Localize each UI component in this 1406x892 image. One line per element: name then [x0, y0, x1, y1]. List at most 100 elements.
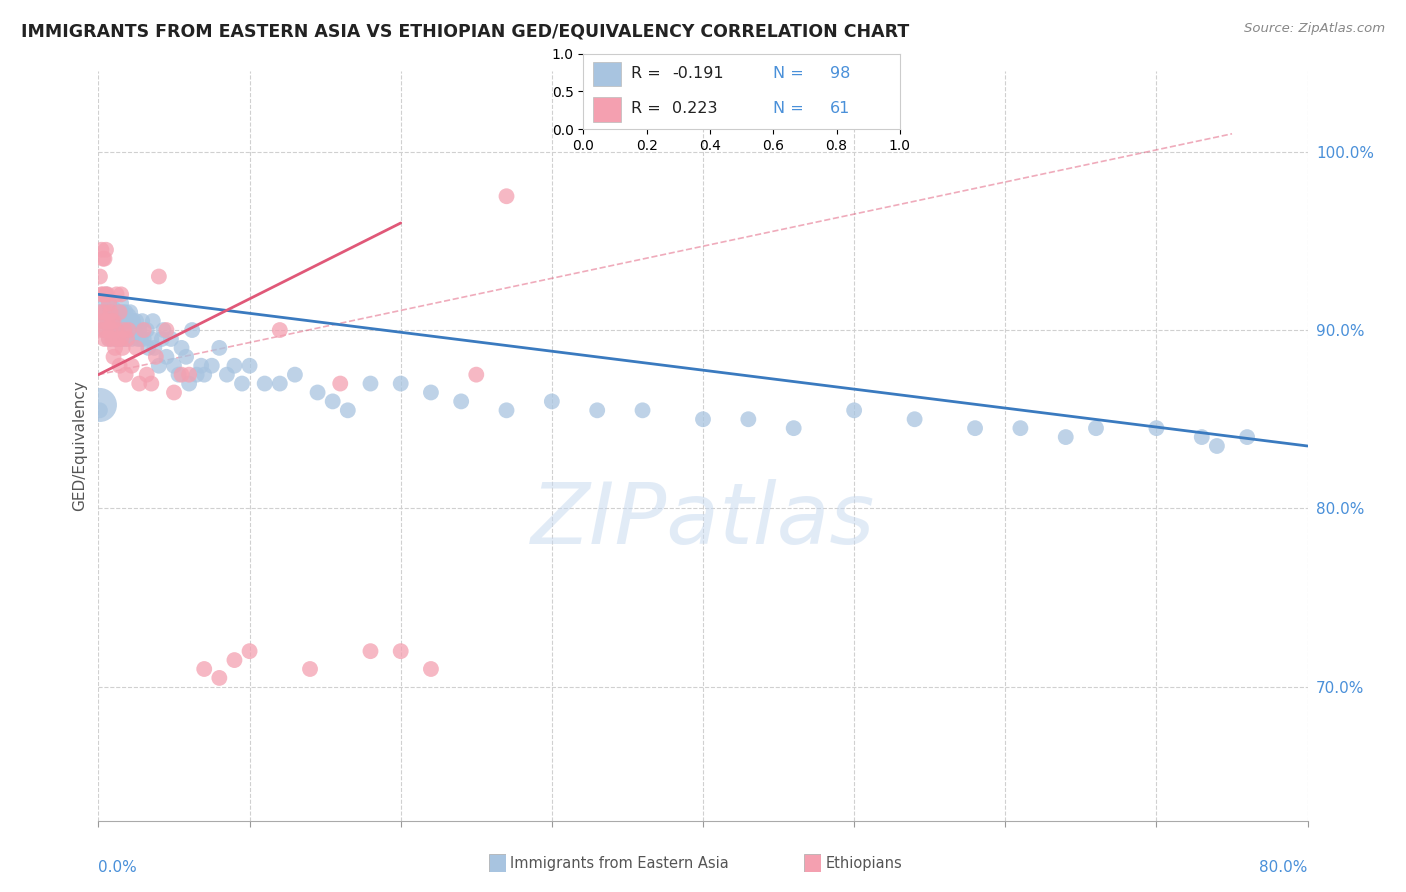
Point [115, 314, 138, 328]
Point [336, 403, 359, 417]
Point [465, 368, 488, 382]
Point [131, 314, 153, 328]
Point [94, 323, 117, 337]
Point [420, 662, 443, 676]
Point [103, 301, 125, 316]
Point [105, 314, 128, 328]
Point [94, 287, 117, 301]
Point [148, 359, 170, 373]
Point [127, 332, 149, 346]
Point [108, 359, 131, 373]
Point [110, 332, 132, 346]
Point [93, 332, 115, 346]
Point [90, 243, 112, 257]
Point [125, 314, 148, 328]
Point [105, 287, 128, 301]
Point [179, 368, 201, 382]
Point [163, 385, 186, 400]
Point [224, 359, 246, 373]
Point [108, 332, 131, 346]
Point [1236, 430, 1258, 444]
Point [111, 314, 134, 328]
Point [121, 359, 143, 373]
Text: R =: R = [631, 102, 666, 116]
Point [495, 189, 517, 203]
Point [844, 403, 866, 417]
Point [783, 421, 806, 435]
Point [965, 421, 987, 435]
Point [98, 296, 121, 310]
Point [208, 671, 231, 685]
Point [124, 323, 146, 337]
Point [193, 662, 215, 676]
Point [90, 323, 112, 337]
Point [107, 332, 129, 346]
Point [110, 287, 132, 301]
Point [143, 341, 166, 355]
Point [495, 403, 517, 417]
Point [98, 296, 121, 310]
Point [93, 305, 115, 319]
Text: -0.191: -0.191 [672, 67, 724, 81]
Point [231, 376, 253, 391]
Point [389, 376, 412, 391]
Point [91, 296, 114, 310]
Point [111, 305, 134, 319]
Point [104, 332, 127, 346]
Point [115, 332, 138, 346]
Point [114, 323, 136, 337]
Text: Source: ZipAtlas.com: Source: ZipAtlas.com [1244, 22, 1385, 36]
Point [132, 323, 155, 337]
Point [98, 332, 121, 346]
Point [170, 341, 193, 355]
Point [91, 287, 114, 301]
Text: ZIPatlas: ZIPatlas [531, 479, 875, 563]
Point [121, 314, 143, 328]
Point [631, 403, 654, 417]
Point [90, 314, 112, 328]
Point [1191, 430, 1213, 444]
Point [129, 332, 152, 346]
Point [112, 314, 135, 328]
Point [96, 314, 118, 328]
Point [1010, 421, 1032, 435]
Point [155, 350, 177, 364]
Text: 80.0%: 80.0% [1260, 860, 1308, 874]
Point [737, 412, 759, 426]
Point [148, 269, 170, 284]
Point [155, 323, 177, 337]
FancyBboxPatch shape [804, 854, 821, 872]
Point [114, 305, 136, 319]
Point [208, 341, 231, 355]
Point [142, 314, 165, 328]
Point [104, 309, 127, 323]
Point [1206, 439, 1229, 453]
FancyBboxPatch shape [593, 97, 621, 122]
Point [125, 341, 148, 355]
Point [89, 269, 111, 284]
FancyBboxPatch shape [593, 62, 621, 87]
Point [107, 323, 129, 337]
Point [132, 332, 155, 346]
Point [94, 305, 117, 319]
Point [104, 341, 127, 355]
Point [141, 376, 163, 391]
Text: 0.223: 0.223 [672, 102, 717, 116]
Point [150, 332, 173, 346]
Point [586, 403, 609, 417]
Point [110, 296, 132, 310]
Point [122, 314, 145, 328]
Point [110, 319, 132, 334]
Point [111, 341, 134, 355]
Point [1144, 421, 1167, 435]
Point [269, 376, 291, 391]
Point [136, 341, 159, 355]
Point [89, 305, 111, 319]
Point [167, 368, 190, 382]
Point [201, 359, 224, 373]
Point [193, 368, 215, 382]
Point [90, 287, 112, 301]
Point [190, 359, 212, 373]
Point [121, 332, 143, 346]
Point [239, 359, 262, 373]
